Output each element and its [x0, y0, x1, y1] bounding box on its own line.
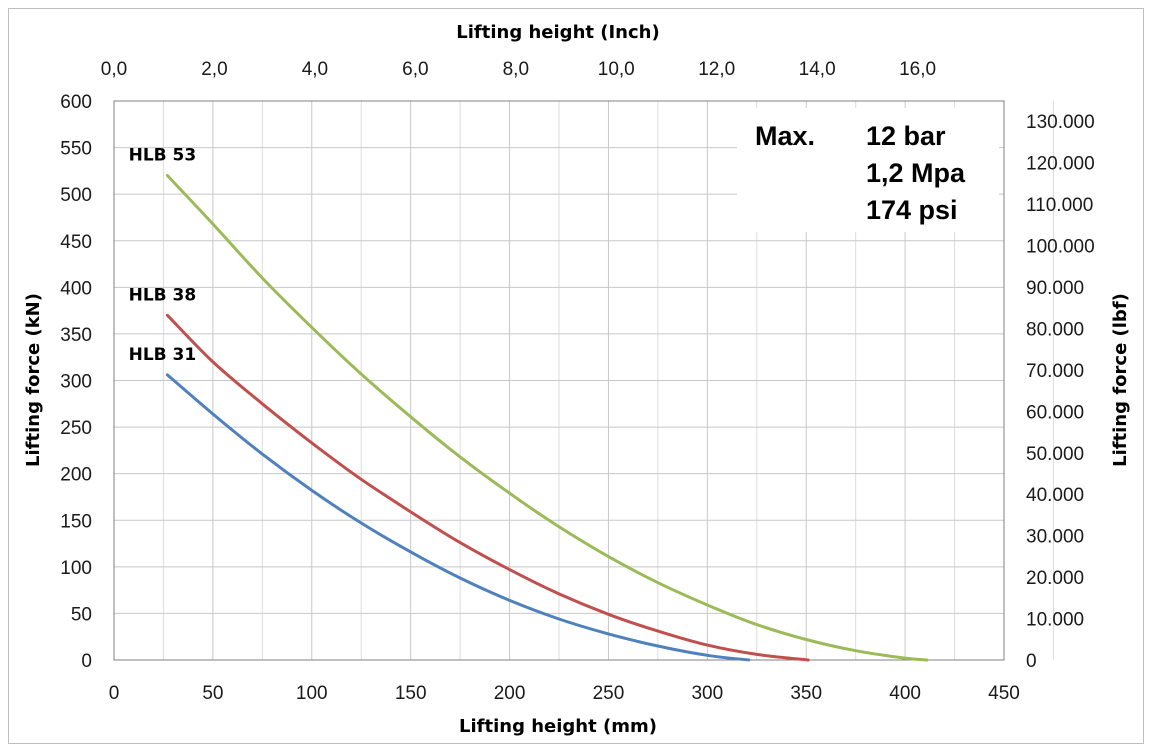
y-tick-label: 250 — [60, 418, 92, 439]
y2-tick-label: 10.000 — [1026, 610, 1084, 631]
y-tick-label: 100 — [60, 558, 92, 579]
y2-tick-labels: 0 10.000 20.000 30.000 40.000 50.000 60.000 70.… — [1026, 112, 1095, 672]
y2-tick-label: 40.000 — [1026, 485, 1084, 506]
x2-tick-label: 16,0 — [899, 59, 936, 80]
annotation-max-label: Max. — [755, 121, 815, 151]
y-tick-label: 0 — [81, 651, 92, 672]
y2-tick-label: 110.000 — [1026, 195, 1093, 216]
annotation-line-3: 174 psi — [866, 195, 958, 225]
x2-tick-label: 2,0 — [201, 59, 227, 80]
y-tick-labels: 0 50 100 150 200 250 300 350 400 450 500 550 600 — [60, 92, 92, 672]
annotation-line-1: 12 bar — [866, 121, 946, 151]
y-tick-label: 550 — [60, 139, 92, 160]
y2-tick-label: 100.000 — [1026, 237, 1095, 258]
x2-tick-labels: 0,0 2,0 4,0 6,0 8,0 10,0 12,0 14,0 16,0 — [101, 59, 936, 80]
y-tick-label: 500 — [60, 185, 92, 206]
y-tick-label: 350 — [60, 325, 92, 346]
x2-tick-label: 10,0 — [598, 59, 635, 80]
x2-axis-title: Lifting height (Inch) — [456, 22, 659, 43]
series-line-hlb-31 — [165, 373, 751, 662]
x-tick-label: 250 — [593, 683, 625, 704]
y2-tick-label: 0 — [1026, 651, 1037, 672]
y-tick-label: 200 — [60, 465, 92, 486]
annotation-box — [737, 108, 999, 232]
y-tick-label: 600 — [60, 92, 92, 113]
y-tick-label: 150 — [60, 511, 92, 532]
y2-tick-label: 20.000 — [1026, 568, 1084, 589]
x2-tick-label: 14,0 — [799, 59, 836, 80]
x-tick-label: 0 — [109, 683, 120, 704]
series-labels: HLB 53 HLB 38 HLB 31 — [129, 146, 197, 365]
y-tick-label: 300 — [60, 372, 92, 393]
y-axis-title: Lifting force (kN) — [23, 293, 44, 467]
y2-tick-label: 90.000 — [1026, 278, 1084, 299]
x-tick-label: 300 — [691, 683, 723, 704]
y-tick-label: 400 — [60, 278, 92, 299]
x-tick-label: 100 — [296, 683, 328, 704]
series-label-hlb-38: HLB 38 — [129, 285, 197, 305]
series-label-hlb-53: HLB 53 — [129, 146, 197, 166]
y2-tick-label: 30.000 — [1026, 527, 1084, 548]
series-lines — [165, 174, 929, 662]
x2-tick-label: 6,0 — [402, 59, 428, 80]
x2-tick-label: 4,0 — [302, 59, 328, 80]
x2-tick-label: 0,0 — [101, 59, 127, 80]
y2-tick-label: 50.000 — [1026, 444, 1084, 465]
annotation-line-2: 1,2 Mpa — [866, 158, 966, 188]
y2-tick-label: 80.000 — [1026, 319, 1084, 340]
x-tick-labels: 0 50 100 150 200 250 300 350 400 450 — [109, 683, 1020, 704]
y2-axis-title: Lifting force (lbf) — [1110, 293, 1131, 467]
x2-tick-label: 8,0 — [503, 59, 529, 80]
x-tick-label: 200 — [494, 683, 526, 704]
x2-tick-label: 12,0 — [698, 59, 735, 80]
x-tick-label: 350 — [790, 683, 822, 704]
y2-tick-label: 70.000 — [1026, 361, 1084, 382]
x-tick-label: 450 — [988, 683, 1020, 704]
pressure-annotation: Max. 12 bar 1,2 Mpa 174 psi — [737, 108, 999, 232]
y2-tick-label: 120.000 — [1026, 154, 1095, 175]
plot-area — [113, 100, 1005, 661]
series-line-hlb-38 — [165, 313, 810, 662]
series-line-hlb-53 — [165, 174, 929, 662]
y-tick-label: 50 — [71, 604, 92, 625]
x-tick-label: 50 — [202, 683, 223, 704]
x-tick-label: 150 — [395, 683, 427, 704]
x-tick-label: 400 — [889, 683, 921, 704]
series-label-hlb-31: HLB 31 — [129, 345, 197, 365]
y2-tick-label: 130.000 — [1026, 112, 1095, 133]
y2-tick-label: 60.000 — [1026, 402, 1084, 423]
x-axis-title: Lifting height (mm) — [459, 716, 657, 737]
y-tick-label: 450 — [60, 232, 92, 253]
